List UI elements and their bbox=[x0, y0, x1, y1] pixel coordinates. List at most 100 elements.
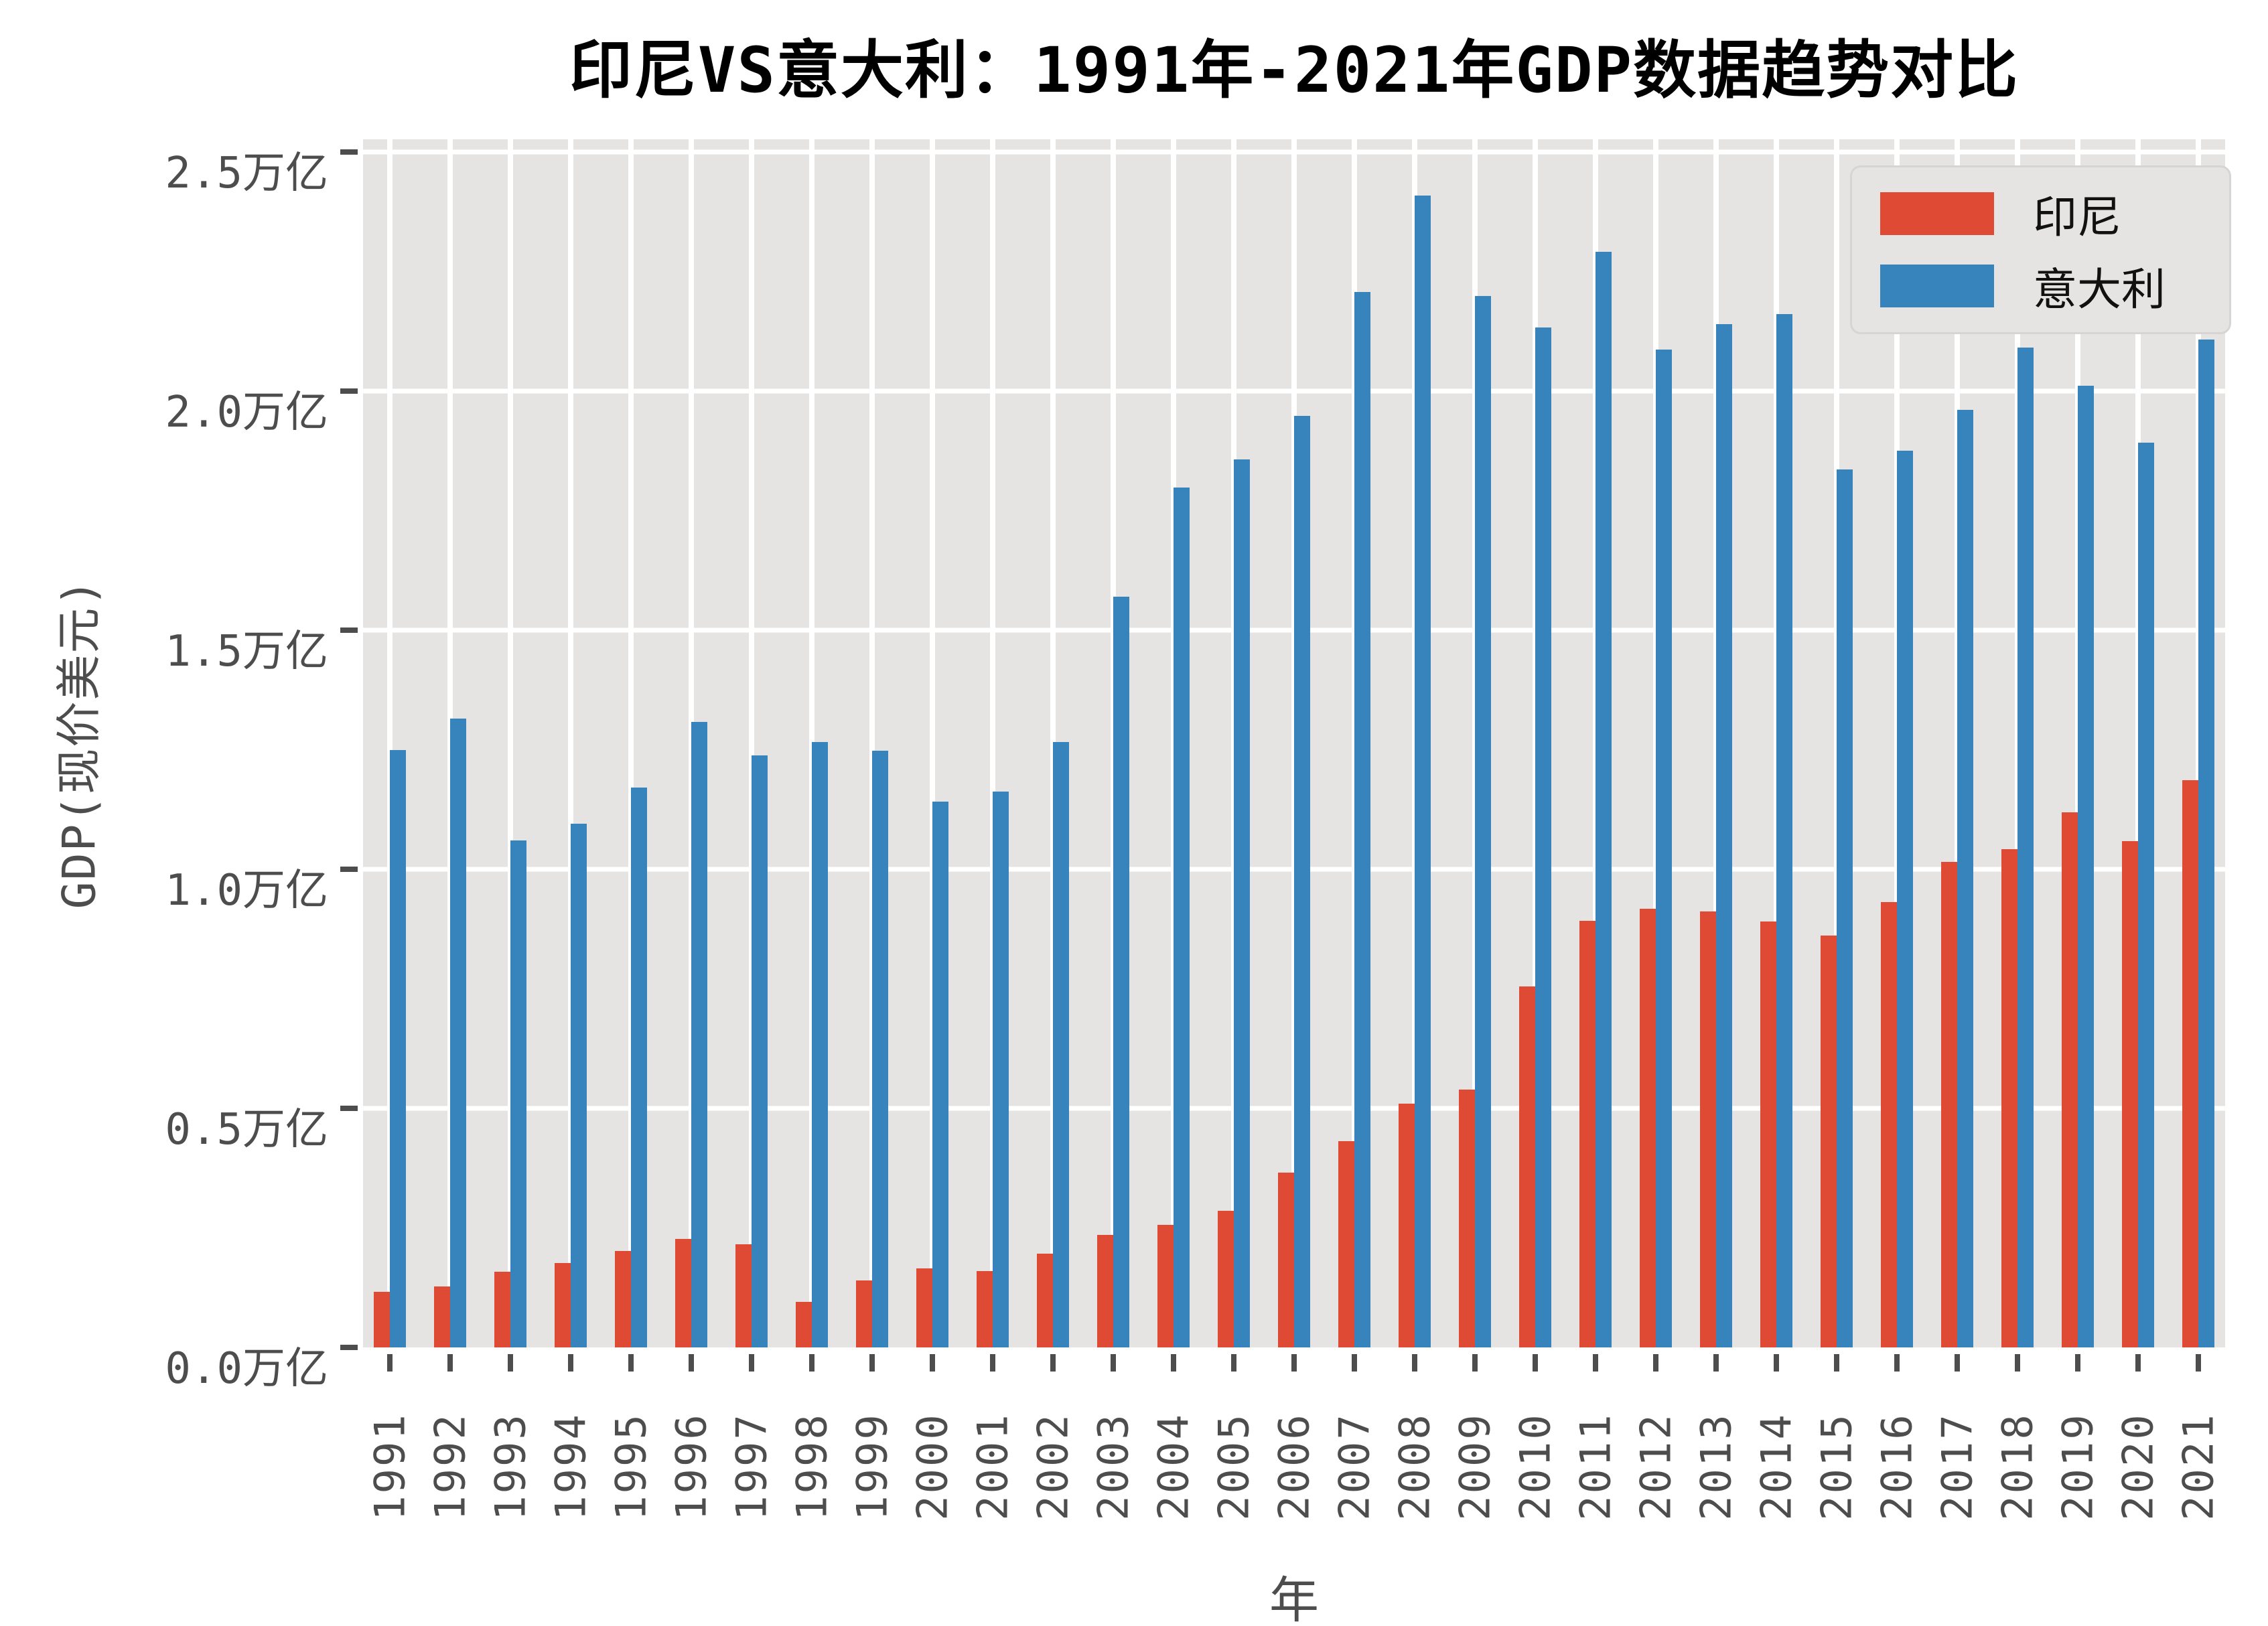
italy-bar-2020 bbox=[2138, 443, 2154, 1347]
indonesia-bar-2010 bbox=[1519, 986, 1535, 1347]
x-tick-label-2016: 2016 bbox=[1872, 1412, 1922, 1521]
legend-item-indonesia: 印尼 bbox=[1880, 181, 2201, 246]
indonesia-bar-2018 bbox=[2001, 849, 2017, 1347]
x-tick-mark-2001 bbox=[990, 1354, 995, 1372]
x-tick-mark-2003 bbox=[1111, 1354, 1116, 1372]
italy-bar-2018 bbox=[2017, 347, 2034, 1347]
x-tick-mark-1996 bbox=[689, 1354, 694, 1372]
x-tick-label-2013: 2013 bbox=[1691, 1412, 1741, 1521]
x-tick-mark-2017 bbox=[1955, 1354, 1960, 1372]
y-tick-mark bbox=[340, 149, 358, 155]
italy-bar-2021 bbox=[2198, 340, 2214, 1347]
vertical-gridline-2001 bbox=[990, 139, 995, 1347]
vertical-gridline-1993 bbox=[508, 139, 513, 1347]
italy-bar-1995 bbox=[631, 788, 647, 1347]
vertical-gridline-1995 bbox=[628, 139, 634, 1347]
italy-bar-2004 bbox=[1174, 487, 1190, 1347]
y-tick-mark bbox=[340, 388, 358, 394]
x-tick-mark-2016 bbox=[1894, 1354, 1900, 1372]
italy-bar-2001 bbox=[993, 792, 1009, 1347]
x-tick-label-2006: 2006 bbox=[1269, 1412, 1319, 1521]
indonesia-bar-1998 bbox=[796, 1302, 812, 1347]
x-tick-mark-1993 bbox=[508, 1354, 513, 1372]
italy-bar-2009 bbox=[1475, 296, 1491, 1347]
x-tick-label-2021: 2021 bbox=[2174, 1412, 2223, 1521]
x-tick-mark-2021 bbox=[2196, 1354, 2201, 1372]
y-tick-label-0.5: 0.5万亿 bbox=[165, 1105, 328, 1155]
italy-bar-2014 bbox=[1776, 313, 1792, 1347]
x-tick-mark-2009 bbox=[1472, 1354, 1478, 1372]
italy-bar-2000 bbox=[932, 801, 948, 1347]
indonesia-bar-1993 bbox=[494, 1272, 510, 1347]
indonesia-bar-2006 bbox=[1278, 1173, 1294, 1347]
x-tick-mark-1992 bbox=[447, 1354, 453, 1372]
indonesia-bar-2020 bbox=[2122, 841, 2138, 1347]
y-tick-mark bbox=[340, 1345, 358, 1350]
x-tick-label-1999: 1999 bbox=[847, 1412, 897, 1521]
indonesia-bar-1996 bbox=[675, 1238, 691, 1347]
indonesia-bar-2002 bbox=[1037, 1254, 1053, 1347]
x-tick-label-2003: 2003 bbox=[1088, 1412, 1138, 1521]
x-tick-mark-1991 bbox=[387, 1354, 393, 1372]
indonesia-bar-2014 bbox=[1760, 921, 1776, 1347]
indonesia-bar-1995 bbox=[615, 1250, 631, 1347]
italy-bar-1998 bbox=[812, 742, 828, 1347]
italy-bar-2008 bbox=[1415, 196, 1431, 1347]
legend-item-italy: 意大利 bbox=[1880, 254, 2201, 318]
x-tick-mark-1995 bbox=[628, 1354, 634, 1372]
x-tick-mark-2019 bbox=[2075, 1354, 2080, 1372]
indonesia-bar-2021 bbox=[2182, 780, 2198, 1347]
y-tick-mark bbox=[340, 1106, 358, 1112]
x-tick-label-2015: 2015 bbox=[1812, 1412, 1861, 1521]
italy-bar-1999 bbox=[872, 751, 888, 1347]
x-tick-label-2014: 2014 bbox=[1752, 1412, 1801, 1521]
x-tick-mark-2012 bbox=[1653, 1354, 1658, 1372]
indonesia-bar-2001 bbox=[977, 1270, 993, 1347]
italy-bar-2015 bbox=[1837, 469, 1853, 1347]
vertical-gridline-1991 bbox=[387, 139, 393, 1347]
indonesia-bar-2017 bbox=[1941, 862, 1957, 1347]
horizontal-gridline-2.5万亿 bbox=[363, 149, 2225, 155]
legend-label-italy: 意大利 bbox=[2033, 263, 2166, 315]
legend-label-indonesia: 印尼 bbox=[2033, 192, 2121, 244]
italy-bar-1996 bbox=[691, 721, 707, 1347]
x-tick-label-2002: 2002 bbox=[1028, 1412, 1078, 1521]
indonesia-bar-2009 bbox=[1459, 1089, 1475, 1347]
y-tick-mark bbox=[340, 627, 358, 634]
x-tick-label-2017: 2017 bbox=[1932, 1412, 1982, 1521]
vertical-gridline-1999 bbox=[869, 139, 875, 1347]
x-tick-mark-2002 bbox=[1050, 1354, 1056, 1372]
plot-area: 0.0万亿 0.5万亿 1.0万亿 1.5万亿 2.0万亿 2.5万亿 1991 1992 19… bbox=[165, 139, 2225, 1521]
italy-bar-2016 bbox=[1897, 451, 1913, 1347]
indonesia-bar-2000 bbox=[916, 1268, 932, 1347]
italy-bar-1993 bbox=[510, 840, 526, 1347]
x-tick-label-2011: 2011 bbox=[1571, 1412, 1620, 1521]
indonesia-bar-2005 bbox=[1218, 1210, 1234, 1347]
indonesia-bar-1991 bbox=[374, 1292, 390, 1347]
indonesia-bar-1992 bbox=[434, 1286, 450, 1347]
italy-bar-2003 bbox=[1113, 597, 1129, 1347]
x-tick-label-1992: 1992 bbox=[425, 1412, 475, 1521]
x-tick-mark-2014 bbox=[1774, 1354, 1779, 1372]
x-tick-mark-2013 bbox=[1713, 1354, 1719, 1372]
x-tick-label-1995: 1995 bbox=[606, 1412, 656, 1521]
y-axis-title: GDP(现价美元) bbox=[53, 577, 107, 909]
x-tick-label-2007: 2007 bbox=[1330, 1412, 1379, 1521]
y-tick-label-1: 1.0万亿 bbox=[165, 866, 328, 916]
x-tick-mark-1998 bbox=[809, 1354, 814, 1372]
chart-title: 印尼VS意大利：1991年-2021年GDP数据趋势对比 bbox=[569, 34, 2019, 107]
x-tick-mark-2020 bbox=[2135, 1354, 2141, 1372]
vertical-gridline-1994 bbox=[568, 139, 573, 1347]
x-tick-mark-2010 bbox=[1533, 1354, 1538, 1372]
vertical-gridline-1997 bbox=[749, 139, 754, 1347]
indonesia-bar-2019 bbox=[2062, 812, 2078, 1347]
x-tick-label-2012: 2012 bbox=[1631, 1412, 1681, 1521]
italy-bar-2007 bbox=[1354, 292, 1370, 1347]
x-tick-label-1997: 1997 bbox=[727, 1412, 776, 1521]
x-tick-label-1993: 1993 bbox=[486, 1412, 535, 1521]
x-tick-mark-1997 bbox=[749, 1354, 754, 1372]
x-tick-mark-2004 bbox=[1171, 1354, 1176, 1372]
italy-bar-2010 bbox=[1535, 327, 1551, 1347]
y-tick-mark bbox=[340, 867, 358, 873]
x-tick-mark-2015 bbox=[1834, 1354, 1839, 1372]
